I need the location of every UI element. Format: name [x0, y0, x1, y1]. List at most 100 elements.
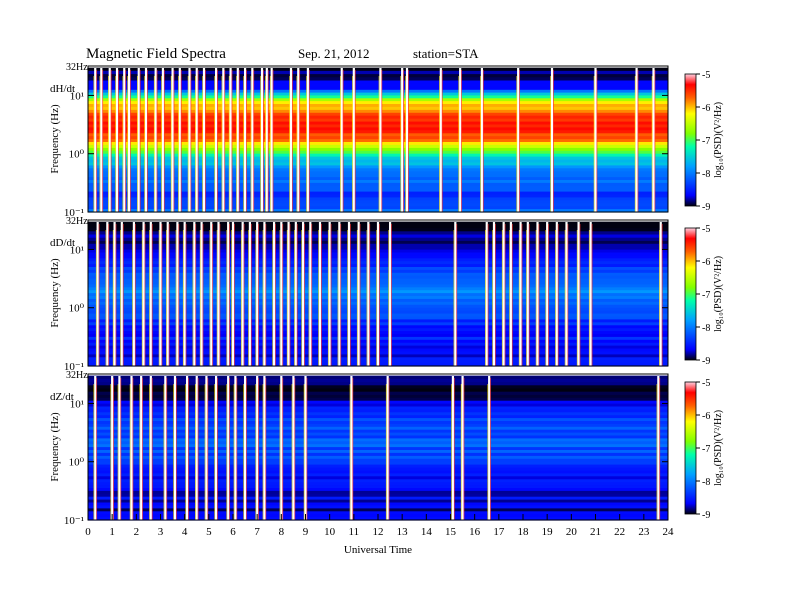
psd-band [88, 144, 668, 149]
psd-band [88, 378, 668, 383]
x-tick-label: 1 [109, 526, 115, 538]
psd-band [88, 203, 668, 207]
y-axis-title: Frequency (Hz) [49, 412, 61, 482]
psd-band [88, 121, 668, 126]
psd-band [88, 400, 668, 405]
x-tick-label: 24 [663, 526, 675, 538]
psd-band [88, 142, 668, 146]
psd-band [88, 162, 668, 166]
psd-band [88, 415, 668, 419]
colorbar-label: log₁₀(PSD)(V²/Hz) [713, 102, 724, 178]
x-tick-label: 4 [182, 526, 188, 538]
psd-band [88, 165, 668, 169]
psd-band [88, 206, 668, 210]
date-label: Sep. 21, 2012 [298, 46, 370, 61]
psd-band [88, 461, 668, 466]
y-tick-label: 10⁰ [69, 303, 85, 315]
psd-band [88, 444, 668, 448]
psd-band [88, 92, 668, 96]
psd-band [88, 185, 668, 190]
psd-band [88, 86, 668, 91]
psd-band [88, 511, 668, 515]
psd-band [88, 124, 668, 128]
y-top-label: 32Hz [66, 62, 88, 73]
y-tick-label: 10¹ [70, 398, 84, 410]
psd-band [88, 74, 668, 78]
x-tick-label: 22 [614, 526, 625, 538]
panel-frame [87, 219, 669, 367]
colorbar-tick-label: -8 [702, 323, 710, 334]
psd-band [88, 77, 668, 82]
psd-band [88, 112, 668, 117]
y-tick-label: 10⁻¹ [64, 515, 84, 527]
spikes-1 [95, 222, 663, 366]
colorbar [684, 381, 697, 515]
psd-band [88, 409, 668, 413]
psd-band [88, 499, 668, 504]
psd-band [88, 505, 668, 509]
colorbar-tick-label: -6 [702, 257, 710, 268]
y-axis-title: Frequency (Hz) [49, 104, 61, 174]
colorbar-tick-label: -8 [702, 477, 710, 488]
psd-band [88, 159, 668, 164]
x-tick-label: 0 [85, 526, 91, 538]
x-tick-label: 12 [373, 526, 384, 538]
psd-band [88, 375, 668, 380]
x-tick-label: 16 [469, 526, 481, 538]
psd-band [88, 476, 668, 480]
psd-band [88, 106, 668, 111]
psd-band [88, 133, 668, 137]
psd-band [88, 171, 668, 175]
psd-band [88, 406, 668, 410]
colorbar-tick-label: -8 [702, 169, 710, 180]
psd-band [88, 435, 668, 439]
panel-dD-dt: 32Hz 10¹ 10⁰ 10⁻¹ dD/dt Frequency (Hz) -5 -6 -7 -… [49, 216, 724, 373]
x-tick-label: 23 [638, 526, 650, 538]
psd-band [88, 429, 668, 434]
psd-band [88, 182, 668, 187]
y-top-label: 32Hz [66, 216, 88, 227]
psd-band [88, 391, 668, 396]
x-tick-label: 8 [279, 526, 285, 538]
psd-band [88, 447, 668, 451]
colorbar-tick-label: -6 [702, 411, 710, 422]
colorbar-label: log₁₀(PSD)(V²/Hz) [713, 256, 724, 332]
colorbar-label: log₁₀(PSD)(V²/Hz) [713, 410, 724, 486]
psd-band [88, 490, 668, 495]
spikes-0 [93, 68, 656, 212]
x-tick-label: 6 [230, 526, 236, 538]
x-tick-label: 19 [542, 526, 554, 538]
psd-band [88, 438, 668, 442]
psd-band [88, 67, 668, 72]
psd-band [88, 502, 668, 506]
panel-frame [87, 65, 669, 213]
x-tick-label: 17 [493, 526, 505, 538]
psd-band [88, 432, 668, 437]
colorbar-tick-label: -5 [702, 70, 710, 81]
psd-band [88, 118, 668, 123]
psd-band [88, 101, 668, 105]
psd-band [88, 80, 668, 85]
psd-band [88, 441, 668, 445]
component-label: dD/dt [50, 237, 75, 249]
y-tick-label: 10⁻¹ [64, 361, 84, 373]
psd-band [88, 479, 668, 483]
psd-band [88, 473, 668, 477]
x-tick-label: 20 [566, 526, 578, 538]
psd-band [88, 98, 668, 102]
psd-band [88, 382, 668, 386]
psd-band [88, 482, 668, 486]
colorbar-tick-label: -5 [702, 224, 710, 235]
psd-band [88, 191, 668, 196]
panel-dH-dt: 32Hz 10¹ 10⁰ 10⁻¹ dH/dt Frequency (Hz) -5 -6 -7 -… [49, 62, 724, 219]
colorbar-tick-label: -9 [702, 356, 710, 367]
component-label: dZ/dt [50, 391, 74, 403]
x-tick-label: 11 [349, 526, 360, 538]
psd-band [88, 508, 668, 512]
x-tick-label: 3 [158, 526, 164, 538]
psd-band [88, 455, 668, 460]
psd-band [88, 127, 668, 131]
colorbar-tick-label: -6 [702, 103, 710, 114]
x-axis-title: Universal Time [344, 544, 412, 556]
